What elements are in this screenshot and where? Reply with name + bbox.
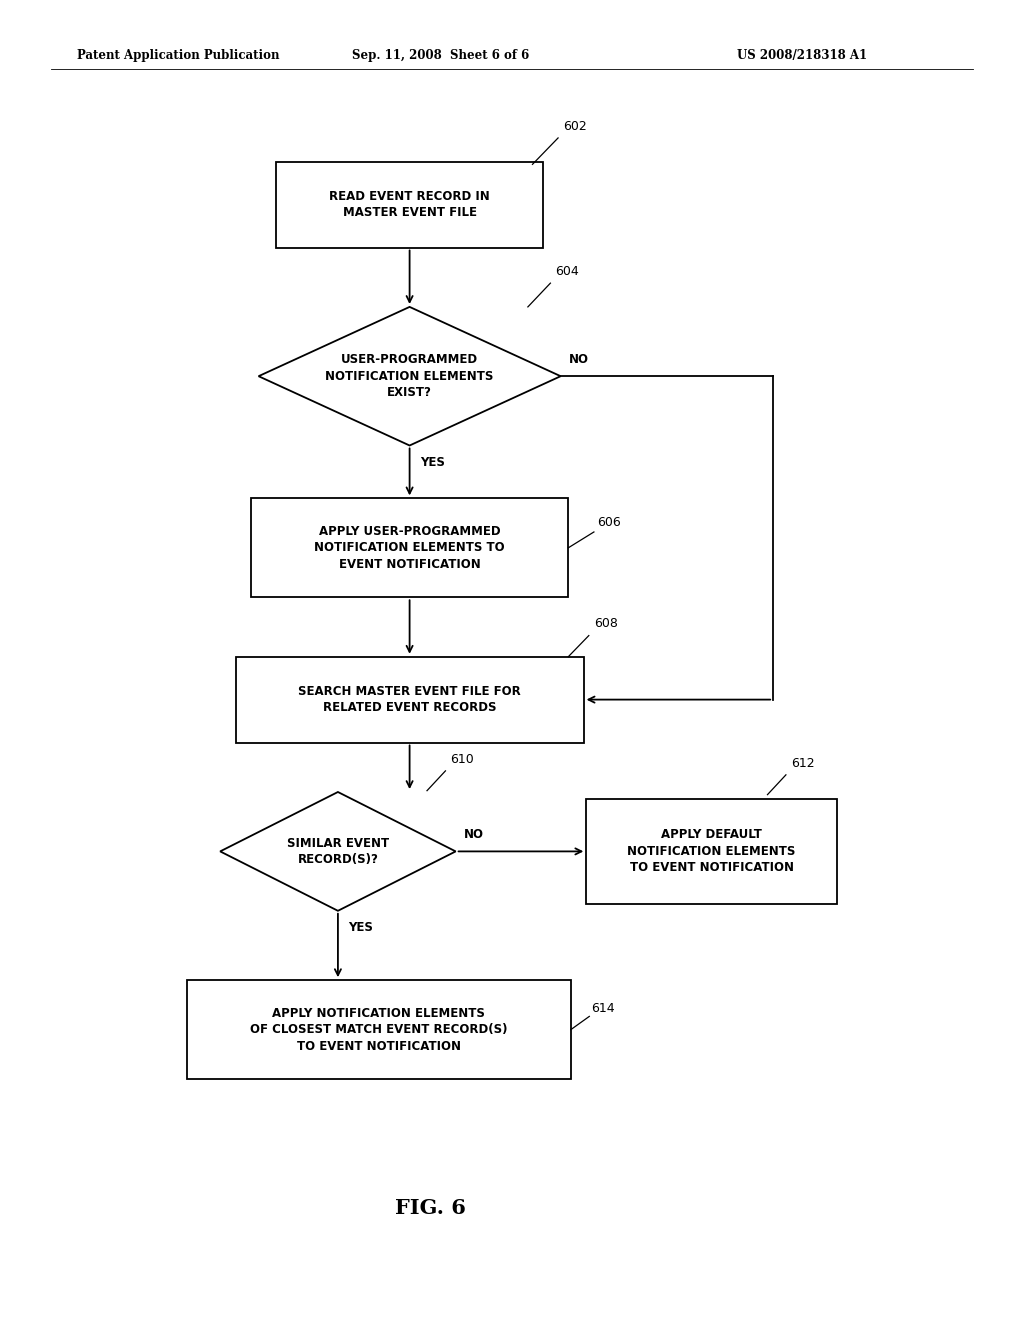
Text: USER-PROGRAMMED
NOTIFICATION ELEMENTS
EXIST?: USER-PROGRAMMED NOTIFICATION ELEMENTS EX… [326, 354, 494, 399]
Text: YES: YES [420, 457, 444, 469]
Bar [276, 162, 543, 248]
Text: READ EVENT RECORD IN
MASTER EVENT FILE: READ EVENT RECORD IN MASTER EVENT FILE [330, 190, 489, 219]
Text: Patent Application Publication: Patent Application Publication [77, 49, 280, 62]
Text: 602: 602 [563, 120, 587, 133]
Text: APPLY DEFAULT
NOTIFICATION ELEMENTS
TO EVENT NOTIFICATION: APPLY DEFAULT NOTIFICATION ELEMENTS TO E… [628, 829, 796, 874]
Polygon shape [259, 308, 561, 446]
Text: SIMILAR EVENT
RECORD(S)?: SIMILAR EVENT RECORD(S)? [287, 837, 389, 866]
Bar [236, 657, 584, 742]
Bar [586, 799, 838, 904]
Text: YES: YES [348, 921, 373, 935]
Text: 610: 610 [451, 752, 474, 766]
Text: SEARCH MASTER EVENT FILE FOR
RELATED EVENT RECORDS: SEARCH MASTER EVENT FILE FOR RELATED EVE… [298, 685, 521, 714]
Text: NO: NO [569, 352, 589, 366]
Text: APPLY NOTIFICATION ELEMENTS
OF CLOSEST MATCH EVENT RECORD(S)
TO EVENT NOTIFICATI: APPLY NOTIFICATION ELEMENTS OF CLOSEST M… [250, 1007, 508, 1052]
Text: 608: 608 [594, 618, 617, 631]
Text: NO: NO [464, 828, 484, 841]
Text: 614: 614 [592, 1002, 615, 1015]
Text: 604: 604 [555, 265, 580, 279]
Text: Sep. 11, 2008  Sheet 6 of 6: Sep. 11, 2008 Sheet 6 of 6 [351, 49, 529, 62]
Text: FIG. 6: FIG. 6 [394, 1197, 466, 1218]
Text: US 2008/218318 A1: US 2008/218318 A1 [737, 49, 867, 62]
Text: 606: 606 [597, 516, 621, 529]
Bar [186, 979, 571, 1080]
Polygon shape [220, 792, 456, 911]
Text: APPLY USER-PROGRAMMED
NOTIFICATION ELEMENTS TO
EVENT NOTIFICATION: APPLY USER-PROGRAMMED NOTIFICATION ELEME… [314, 525, 505, 570]
Bar [251, 499, 568, 597]
Text: 612: 612 [791, 756, 815, 770]
